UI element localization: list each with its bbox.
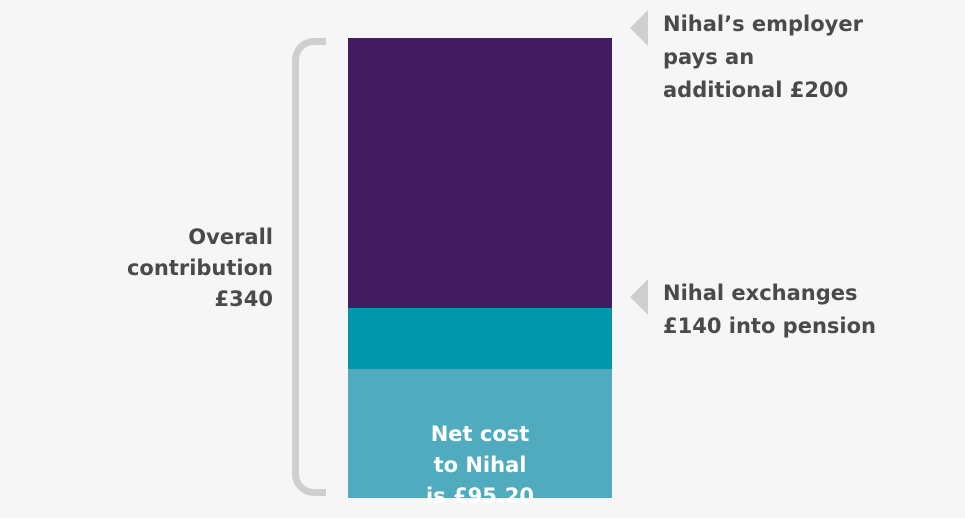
- overall-contribution-label: Overall contribution £340: [127, 222, 273, 315]
- employer-callout-text: Nihal’s employer pays an additional £200: [663, 8, 863, 107]
- salary-exchange-block: [348, 308, 612, 369]
- exchange-line-1: Nihal exchanges: [663, 281, 858, 305]
- net-cost-block: Net cost to Nihal is £95.20: [348, 369, 612, 508]
- employer-line-2: pays an: [663, 45, 755, 69]
- left-arrow-icon: [630, 279, 648, 315]
- employer-line-3: additional £200: [663, 78, 849, 102]
- left-arrow-icon: [630, 10, 648, 46]
- employer-line-1: Nihal’s employer: [663, 12, 863, 36]
- contribution-stack: Net cost to Nihal is £95.20: [348, 38, 612, 508]
- exchange-callout-text: Nihal exchanges £140 into pension: [663, 277, 876, 343]
- overall-line-2: contribution: [126, 256, 273, 280]
- net-cost-label: Net cost to Nihal is £95.20: [348, 419, 612, 512]
- net-line-1: Net cost: [430, 422, 530, 446]
- overall-bracket: [292, 38, 326, 496]
- overall-line-1: Overall: [188, 225, 273, 249]
- employer-callout: Nihal’s employer pays an additional £200: [630, 8, 863, 107]
- employer-contribution-block: [348, 38, 612, 308]
- net-line-3: is £95.20: [425, 484, 535, 508]
- overall-line-3: £340: [214, 287, 273, 311]
- net-line-2: to Nihal: [433, 453, 527, 477]
- exchange-line-2: £140 into pension: [663, 314, 876, 338]
- exchange-callout: Nihal exchanges £140 into pension: [630, 277, 876, 343]
